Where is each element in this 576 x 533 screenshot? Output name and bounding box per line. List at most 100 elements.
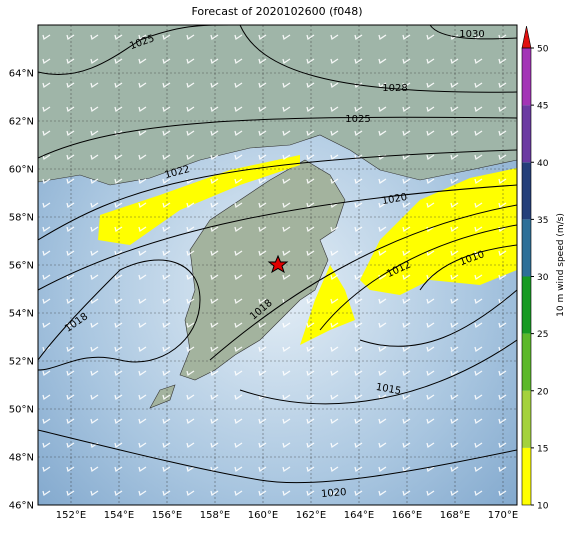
isobar [38, 259, 201, 371]
wind-barb [306, 154, 315, 161]
wind-barb [330, 274, 339, 281]
wind-barb [402, 418, 411, 425]
wind-barb [234, 106, 243, 113]
wind-barb [162, 274, 171, 281]
wind-barb [450, 442, 459, 449]
wind-barb [66, 226, 75, 233]
wind-barb [210, 322, 219, 329]
wind-barb [354, 490, 363, 497]
lon-label: 164°E [344, 510, 374, 521]
wind-barb [210, 58, 219, 65]
isobar [38, 429, 517, 484]
wind-barb [282, 346, 291, 353]
wind-barb [234, 250, 243, 257]
wind-barb [138, 106, 147, 113]
wind-barb [258, 202, 267, 209]
wind-barb [282, 58, 291, 65]
wind-barb [282, 130, 291, 137]
wind-barb [186, 490, 195, 497]
wind-barb [306, 442, 315, 449]
wind-barb [162, 106, 171, 113]
wind-barb [162, 226, 171, 233]
wind-barb [138, 418, 147, 425]
wind-barb [42, 82, 51, 89]
graticule [38, 25, 517, 505]
wind-barb [90, 370, 99, 377]
wind-barb [186, 34, 195, 41]
wind-barb [474, 490, 483, 497]
wind-barb [114, 226, 123, 233]
wind-barb [258, 82, 267, 89]
wind-barb [186, 298, 195, 305]
wind-barb [450, 178, 459, 185]
wind-barb [282, 154, 291, 161]
wind-barb [306, 202, 315, 209]
wind-barb [138, 490, 147, 497]
wind-barb [234, 442, 243, 449]
wind-barb [330, 490, 339, 497]
wind-barb [210, 418, 219, 425]
wind-barb [306, 106, 315, 113]
wind-barb [138, 82, 147, 89]
wind-barb [114, 418, 123, 425]
colorbar-segment [522, 276, 531, 334]
wind-barb [114, 130, 123, 137]
lon-label: 154°E [104, 510, 134, 521]
wind-barb [282, 202, 291, 209]
wind-barb [450, 394, 459, 401]
wind-barb [426, 298, 435, 305]
wind-barb [402, 106, 411, 113]
wind-barb [42, 490, 51, 497]
wind-barb [378, 58, 387, 65]
wind-barb [306, 466, 315, 473]
wind-barb [498, 82, 507, 89]
wind-barb [162, 346, 171, 353]
wind-barb [426, 178, 435, 185]
wind-barb [282, 370, 291, 377]
wind-barb [474, 298, 483, 305]
wind-barb [210, 346, 219, 353]
wind-barb [330, 394, 339, 401]
wind-barb [258, 466, 267, 473]
wind-barb [306, 82, 315, 89]
wind-area [300, 265, 355, 345]
wind-barb [378, 370, 387, 377]
wind-barb [210, 178, 219, 185]
wind-barb [450, 250, 459, 257]
wind-barb [234, 322, 243, 329]
wind-barb [354, 250, 363, 257]
isobar [359, 289, 517, 347]
wind-barb [42, 442, 51, 449]
wind-barb [234, 178, 243, 185]
wind-barb [354, 418, 363, 425]
wind-barb [426, 226, 435, 233]
wind-barb [474, 418, 483, 425]
wind-barb [90, 298, 99, 305]
wind-barb [354, 130, 363, 137]
colorbar-tick-label: 30 [537, 273, 549, 283]
colorbar-tick-label: 15 [537, 444, 548, 454]
wind-barb [42, 346, 51, 353]
colorbar-segment [522, 333, 531, 391]
wind-barb [330, 34, 339, 41]
wind-barb [426, 370, 435, 377]
wind-barb [258, 322, 267, 329]
wind-barb [330, 226, 339, 233]
lat-label: 62°N [9, 117, 34, 128]
wind-barb [66, 346, 75, 353]
wind-barb [282, 250, 291, 257]
wind-barb [186, 106, 195, 113]
colorbar-segment [522, 48, 531, 106]
land-island [149, 384, 176, 409]
wind-barb [114, 346, 123, 353]
wind-barb [66, 202, 75, 209]
wind-barb [42, 226, 51, 233]
wind-barb [138, 394, 147, 401]
wind-barb [450, 202, 459, 209]
wind-barb [330, 322, 339, 329]
wind-barb [354, 466, 363, 473]
colorbar-tick-label: 35 [537, 216, 548, 226]
map-frame [37, 24, 518, 506]
wind-barb [42, 202, 51, 209]
wind-barb [210, 250, 219, 257]
